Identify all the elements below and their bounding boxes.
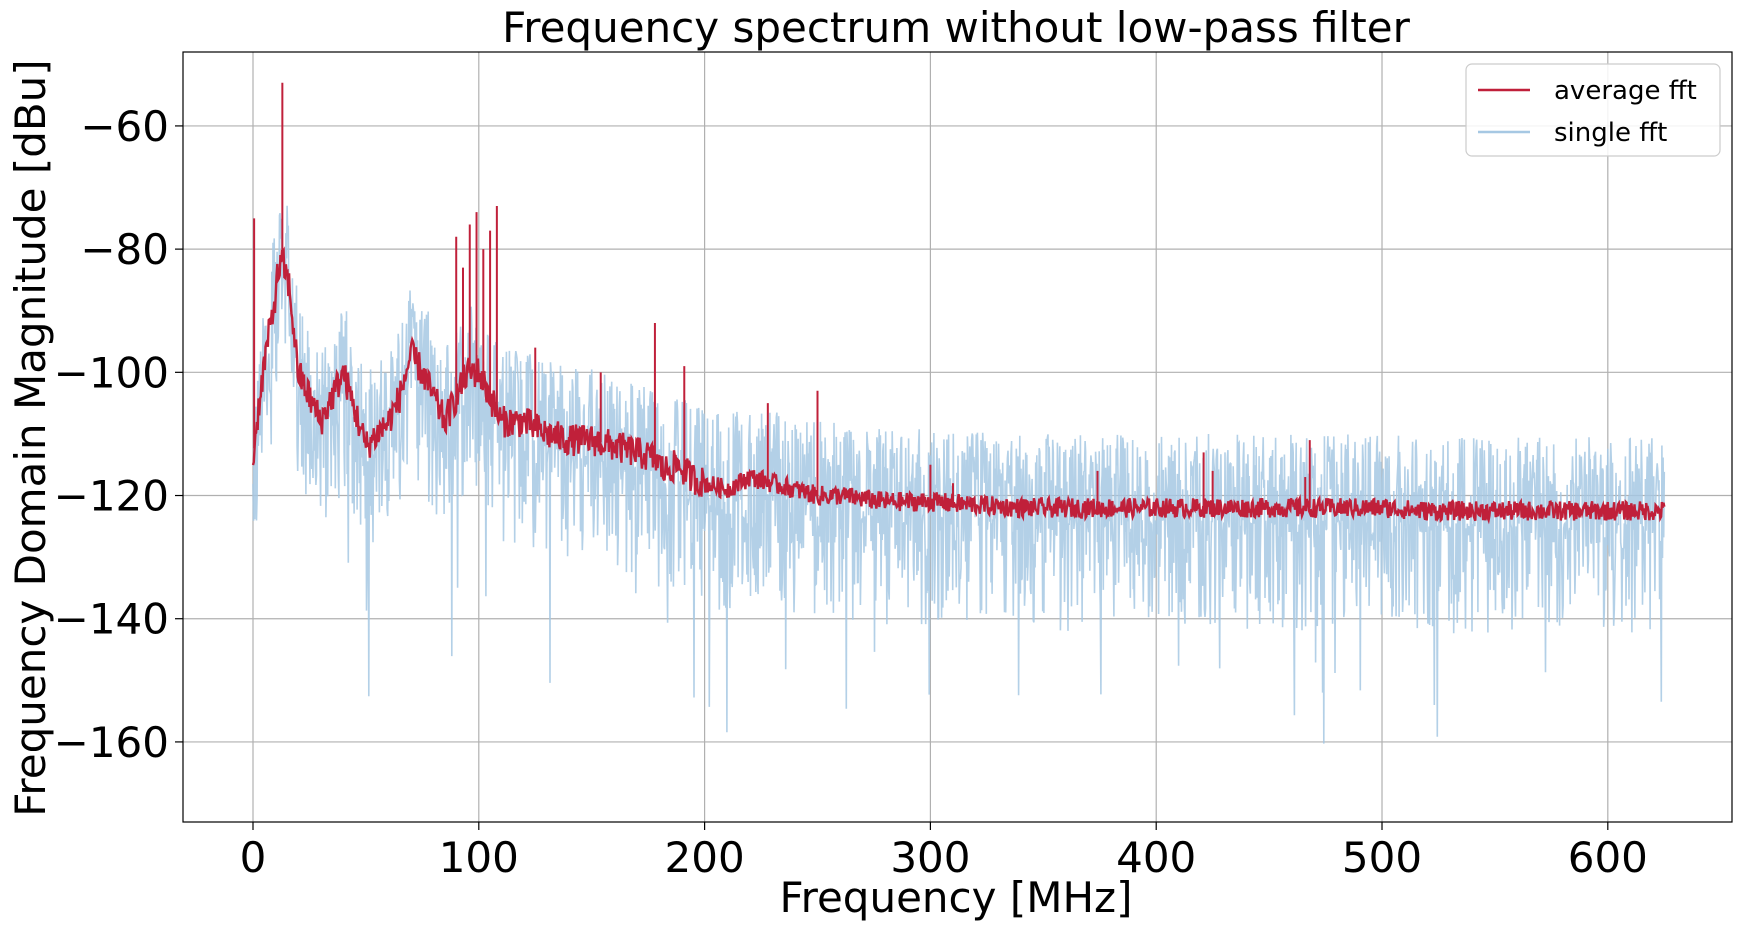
single-fft-series [252,205,1666,744]
grid [183,52,1732,822]
legend-label: average fft [1554,76,1697,106]
chart-title: Frequency spectrum without low-pass filt… [502,3,1410,52]
y-tick-label: −80 [80,225,169,274]
y-tick-label: −160 [54,718,169,767]
legend: average fft single fft [1465,63,1721,157]
plot-area [251,82,1666,744]
y-tick-label: −100 [54,348,169,397]
plot-frame [182,51,1733,823]
x-tick-label: 300 [890,833,970,882]
y-tick-label: −120 [54,472,169,521]
x-tick-label: 200 [665,833,745,882]
x-axis-label: Frequency [MHz] [780,873,1133,922]
legend-label: single fft [1554,118,1667,148]
average-fft-series [251,246,1666,525]
x-tick-label: 100 [439,833,519,882]
x-tick-label: 600 [1568,833,1648,882]
x-tick-label: 0 [240,833,267,882]
y-tick-label: −140 [54,595,169,644]
x-tick-label: 500 [1342,833,1422,882]
y-axis-label: Frequency Domain Magnitude [dBu] [6,59,55,816]
y-tick-label: −60 [80,102,169,151]
axes: 0 100 200 300 400 500 600 −60 −80 −100 −120 −140 −16… [54,51,1733,882]
x-tick-label: 400 [1116,833,1196,882]
